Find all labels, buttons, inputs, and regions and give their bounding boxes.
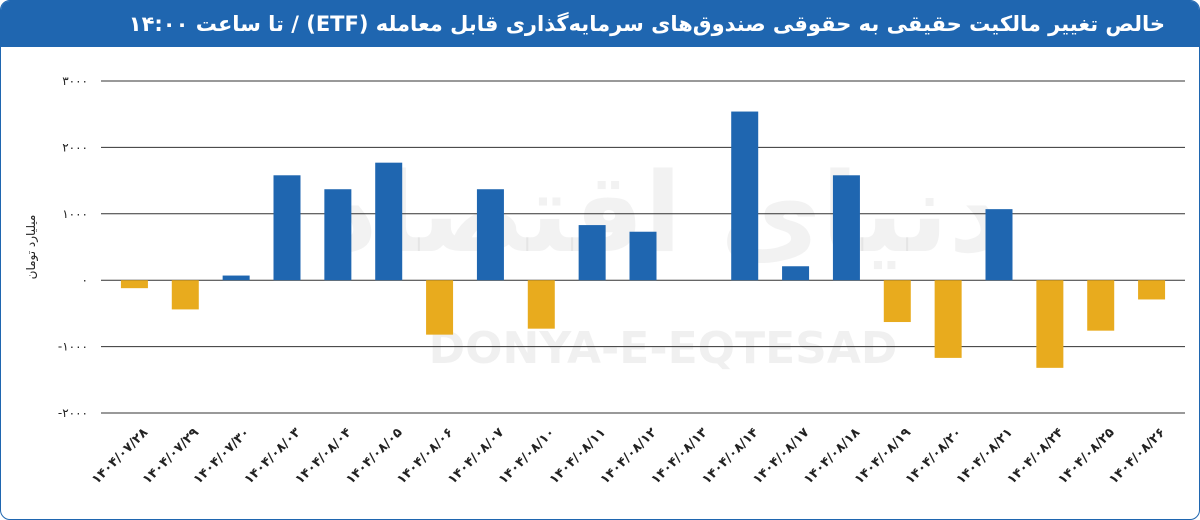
- bar: [476, 189, 504, 281]
- bar: [120, 280, 148, 289]
- bar: [324, 189, 352, 281]
- bars: [120, 111, 1166, 368]
- bar: [1138, 280, 1166, 300]
- bar: [883, 280, 911, 323]
- bar: [731, 111, 759, 281]
- bar: [527, 280, 555, 329]
- bar: [1036, 280, 1064, 368]
- watermark-text: DONYA-E-EQTESAD: [429, 323, 898, 374]
- bar: [273, 175, 301, 281]
- bar: [171, 280, 199, 310]
- bar: [578, 225, 606, 281]
- y-axis-ticks: ۳۰۰۰ ۲۰۰۰ ۱۰۰۰ ۰ -۱۰۰۰ -۲۰۰۰: [58, 74, 88, 420]
- bar: [934, 280, 962, 358]
- bar: [375, 162, 403, 281]
- y-tick-label: -۱۰۰۰: [58, 340, 88, 354]
- bar: [222, 275, 250, 281]
- bar: [629, 231, 657, 281]
- bar: [1087, 280, 1115, 331]
- bar: [985, 209, 1013, 281]
- chart-title: خالص تغییر مالکیت حقیقی به حقوقی صندوق‌ه…: [128, 12, 1165, 36]
- title-bar: خالص تغییر مالکیت حقیقی به حقوقی صندوق‌ه…: [1, 1, 1199, 47]
- y-tick-label: ۲۰۰۰: [62, 140, 88, 154]
- bar: [832, 175, 860, 281]
- y-tick-label: ۱۰۰۰: [62, 207, 88, 221]
- y-tick-label: ۳۰۰۰: [62, 74, 88, 88]
- bar: [782, 266, 810, 281]
- watermark-script: دنیای اقتصاد: [321, 149, 1005, 277]
- x-axis-ticks: ۱۴۰۴/۰۷/۲۸۱۴۰۴/۰۷/۲۹۱۴۰۴/۰۷/۳۰۱۴۰۴/۰۸/۰۳…: [89, 425, 1168, 487]
- bar: [426, 280, 454, 335]
- y-tick-label: -۲۰۰۰: [58, 406, 88, 420]
- y-axis-title: میلیارد تومان: [24, 215, 39, 280]
- y-tick-label: ۰: [82, 273, 88, 287]
